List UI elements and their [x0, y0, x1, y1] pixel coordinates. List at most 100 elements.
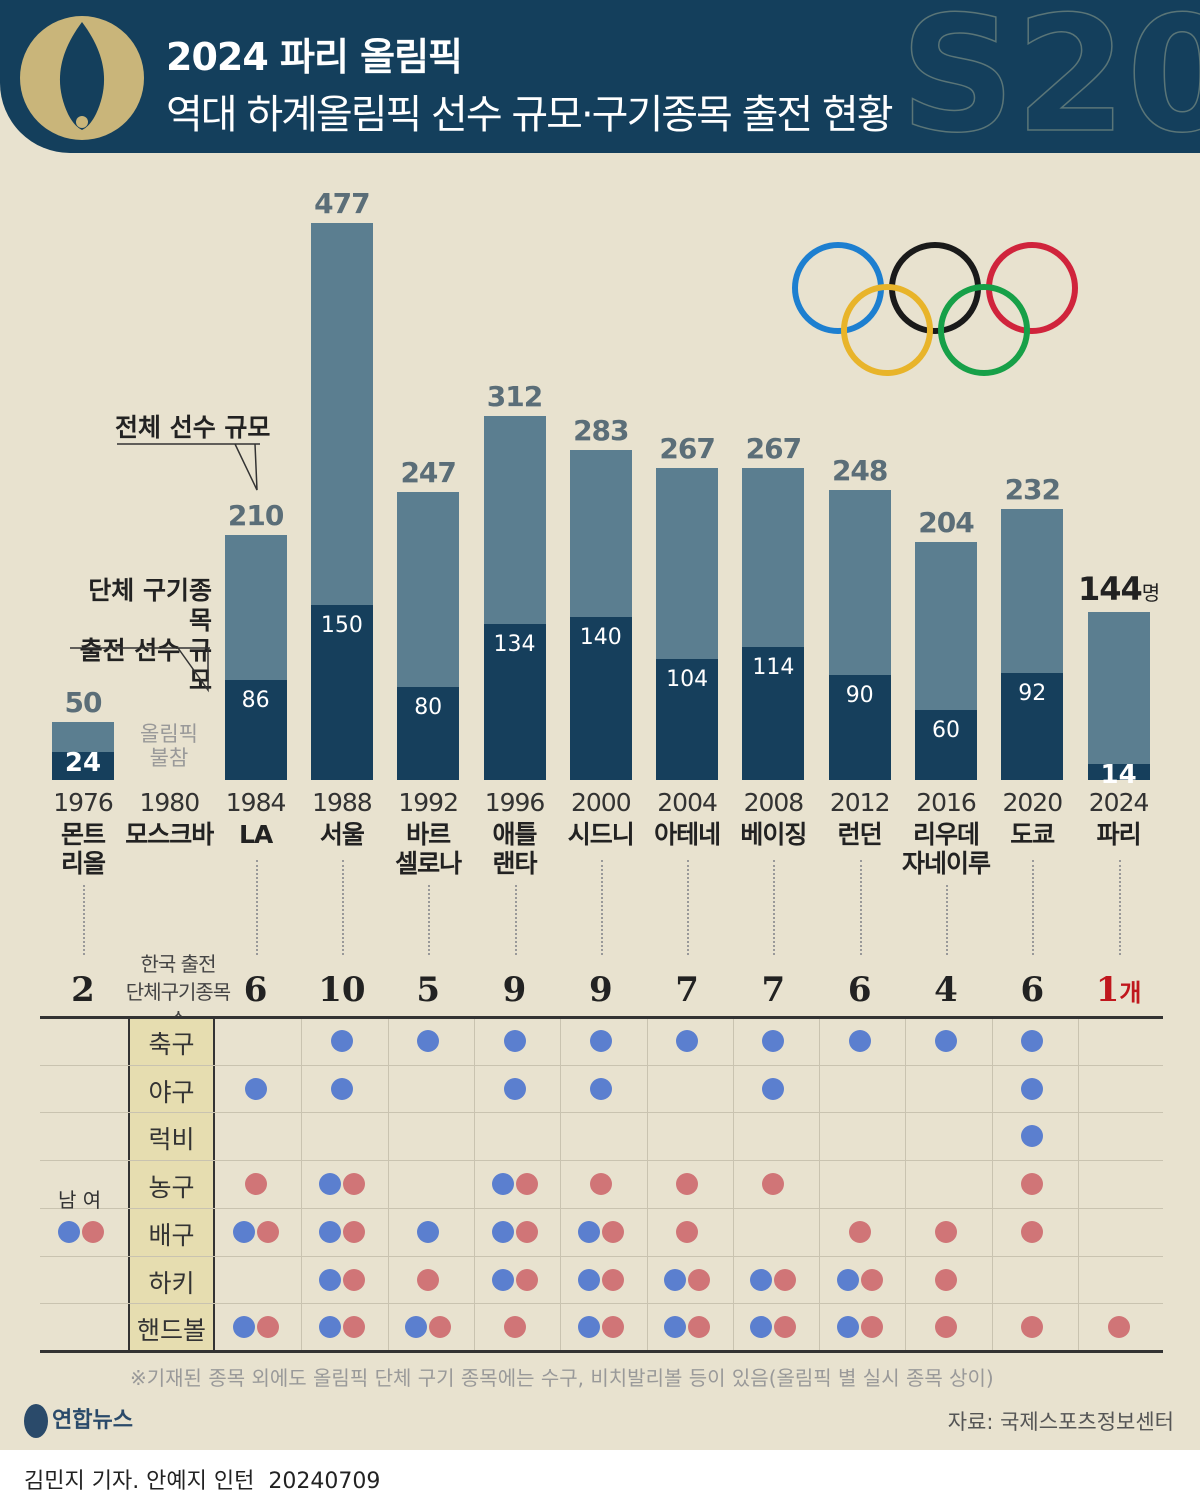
count-label: 한국 출전단체구기종목수: [118, 950, 238, 1034]
guide-line: [946, 885, 948, 955]
total-value-label: 247: [400, 455, 456, 489]
female-team-dot: [676, 1173, 699, 1196]
female-team-dot: [256, 1316, 279, 1339]
bar-team: [397, 686, 460, 780]
column-divider: [819, 1017, 821, 1351]
total-value-label: 50: [64, 685, 103, 719]
team-sport-count: 6: [243, 970, 268, 1010]
row-divider: [40, 1112, 1163, 1114]
female-team-dot: [342, 1173, 365, 1196]
column-divider: [560, 1017, 562, 1351]
total-value-label: 283: [573, 413, 629, 447]
female-team-dot: [688, 1268, 711, 1291]
female-team-dot: [848, 1220, 871, 1243]
total-value-label: 312: [486, 379, 543, 413]
city-line: 모스크바: [125, 820, 214, 849]
city-line: 리올: [60, 849, 106, 878]
bar-total: [1087, 611, 1150, 780]
sport-label: 농구: [148, 1173, 195, 1203]
year-label: 2024: [1088, 788, 1150, 817]
team-sport-count: 9: [502, 970, 527, 1010]
female-team-dot: [515, 1220, 538, 1243]
male-team-dot: [318, 1316, 341, 1339]
bar-team: [483, 623, 546, 780]
count-label-line-1: 한국 출전: [140, 952, 217, 976]
male-team-dot: [244, 1077, 267, 1100]
header-title: 2024 파리 올림픽: [166, 35, 463, 79]
paris-2024-emblem: [20, 16, 144, 140]
year-label: 1996: [484, 788, 546, 817]
guide-line: [83, 885, 85, 955]
year-label: 1980: [139, 788, 200, 817]
male-team-dot: [762, 1030, 785, 1052]
male-team-dot: [664, 1316, 687, 1339]
column-divider: [646, 1017, 648, 1351]
table-top-rule: [40, 1016, 1163, 1019]
sport-label: 하키: [148, 1268, 195, 1298]
team-value-label: 90: [845, 682, 874, 708]
female-team-dot: [935, 1220, 957, 1243]
team-sport-count: 7: [761, 970, 786, 1010]
sport-label: 핸드볼: [136, 1316, 206, 1346]
city-label: 파리: [1069, 820, 1169, 849]
yonhap-logo-text: 연합뉴스: [52, 1408, 133, 1433]
bar-team: [310, 604, 373, 780]
city-line: 런던: [837, 820, 883, 849]
female-team-dot: [1021, 1316, 1044, 1339]
male-team-dot: [589, 1030, 612, 1052]
team-value-label: 80: [414, 694, 443, 720]
legend-male-label: 남: [58, 1188, 77, 1212]
city-line: 자네이루: [901, 849, 991, 878]
male-team-dot: [417, 1030, 440, 1052]
city-line: LA: [238, 820, 273, 849]
female-team-dot: [774, 1316, 797, 1339]
city-label: 바르 셀로나: [378, 820, 478, 878]
city-line: 아테네: [654, 820, 721, 849]
city-label: 몬트 리올: [33, 820, 133, 878]
city-line: 바르: [406, 820, 451, 849]
table-bottom-rule: [40, 1349, 1163, 1353]
female-team-dot: [774, 1268, 797, 1291]
guide-line: [1118, 860, 1121, 955]
female-team-dot: [589, 1173, 612, 1196]
absent-line-1: 올림픽: [140, 722, 198, 746]
team-sport-count: 2: [71, 970, 95, 1010]
sport-label: 배구: [148, 1220, 195, 1250]
svg-text:S20: S20: [900, 0, 1200, 153]
male-team-dot: [491, 1173, 514, 1196]
sport-column-bg: [128, 1017, 215, 1351]
team-sport-count: 4: [934, 970, 958, 1010]
female-team-dot: [935, 1268, 957, 1291]
male-team-dot: [491, 1220, 514, 1243]
row-divider: [40, 1303, 1163, 1305]
total-value-label: 267: [745, 432, 802, 466]
team-value-label: 114: [752, 654, 795, 680]
absent-note: 올림픽 불참: [128, 722, 210, 770]
female-team-dot: [601, 1268, 624, 1291]
city-line: 파리: [1096, 820, 1142, 849]
total-value-label: 232: [1004, 473, 1061, 507]
male-team-dot: [750, 1316, 773, 1339]
bar-team: [656, 658, 719, 780]
total-value-label: 248: [831, 454, 888, 488]
team-sport-count: 9: [588, 970, 613, 1010]
year-label: 1976: [53, 788, 114, 817]
total-value-label: 144명: [1077, 569, 1160, 608]
year-label: 2020: [1002, 788, 1063, 817]
guide-line: [773, 860, 776, 955]
female-team-dot: [1021, 1173, 1044, 1196]
team-value-label: 14: [1100, 759, 1137, 790]
female-team-dot: [1107, 1316, 1130, 1339]
team-value-label: 86: [241, 687, 270, 713]
year-label: 1992: [398, 788, 459, 817]
male-team-dot: [318, 1268, 341, 1291]
male-team-dot: [1021, 1125, 1044, 1148]
column-divider: [732, 1017, 734, 1351]
team-value-label: 104: [666, 666, 709, 692]
year-label: 2012: [829, 788, 891, 817]
male-team-dot: [318, 1173, 341, 1196]
header: S20 2024 파리 올림픽 역대 하계올림픽 선수 규모·구기종목 출전 현…: [0, 0, 1200, 153]
team-value-label: 24: [64, 747, 102, 778]
city-label: 도쿄: [982, 820, 1082, 849]
team-sport-count: 6: [847, 970, 872, 1010]
